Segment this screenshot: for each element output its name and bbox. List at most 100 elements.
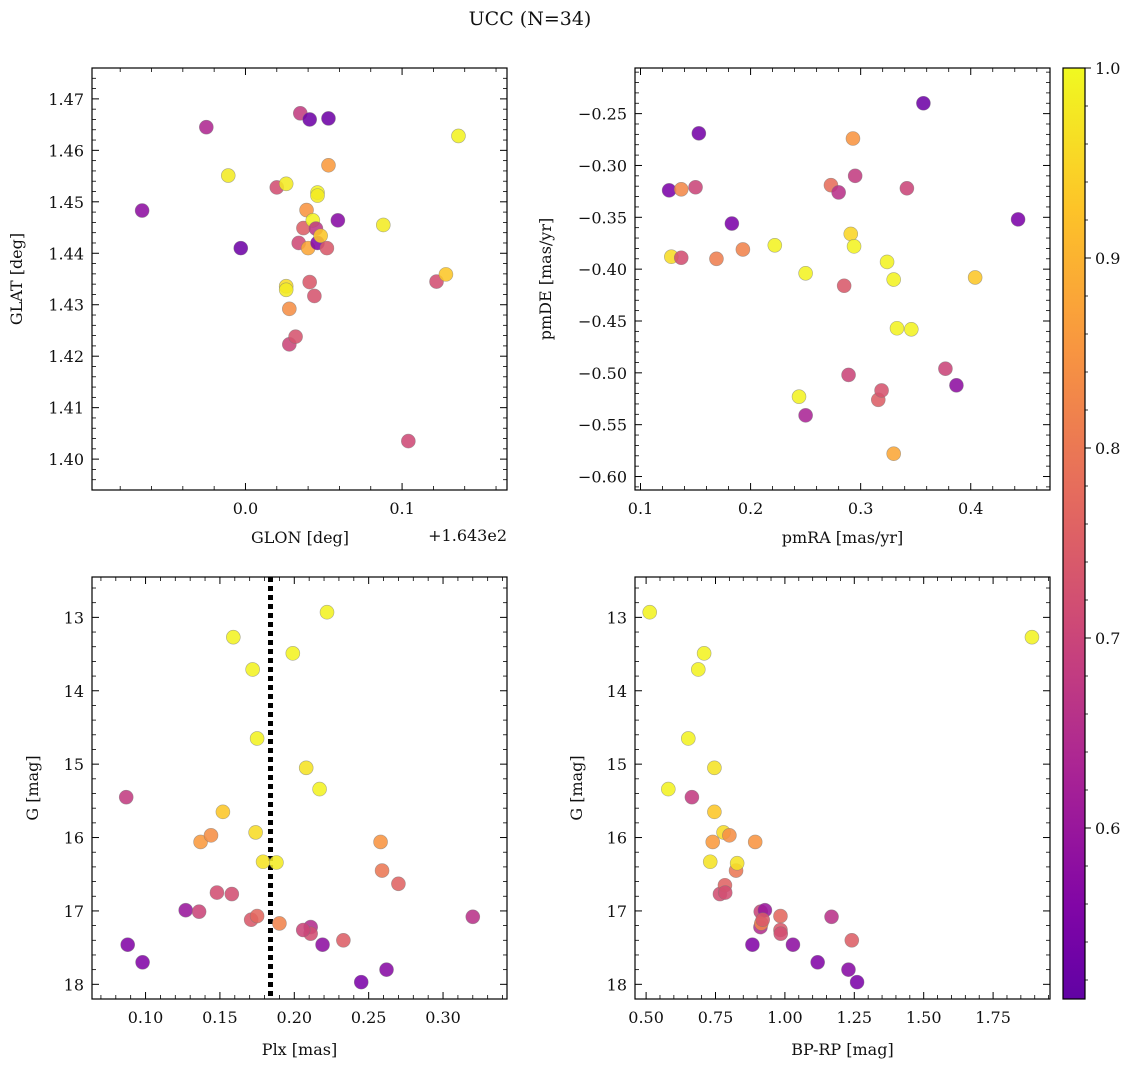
y-axis-label: pmDE [mas/yr] bbox=[536, 218, 555, 341]
data-point bbox=[288, 329, 303, 344]
scatter-panel-plx-g: 0.10 0.15 0.20 0.25 0.30 13 14 15 16 17 18 Plx [mas… bbox=[23, 576, 508, 1059]
data-point bbox=[178, 902, 194, 918]
x-tick-label: 0.15 bbox=[202, 1008, 238, 1027]
data-point bbox=[298, 760, 314, 776]
data-point bbox=[373, 834, 388, 850]
x-tick-label: 0.1 bbox=[389, 499, 414, 518]
data-point bbox=[722, 828, 737, 843]
data-point bbox=[680, 731, 696, 746]
scatter-panel-pmra-pmde: 0.1 0.2 0.3 0.4 −0.60 −0.55 −0.50 −0.45 −0.40 −0.… bbox=[536, 67, 1051, 547]
data-point bbox=[336, 932, 351, 948]
data-point bbox=[245, 662, 260, 677]
colorbar-tick-label: 0.7 bbox=[1095, 629, 1120, 648]
data-point bbox=[874, 383, 889, 398]
data-point bbox=[903, 321, 919, 337]
data-point bbox=[841, 962, 856, 977]
data-point bbox=[278, 282, 294, 298]
data-point bbox=[255, 854, 271, 870]
y-tick-label: −0.40 bbox=[578, 260, 627, 279]
data-point bbox=[191, 904, 207, 919]
y-tick-label: 1.40 bbox=[48, 450, 84, 469]
axes-frame bbox=[91, 576, 508, 1000]
colorbar-tick-label: 0.8 bbox=[1095, 439, 1120, 458]
data-point bbox=[767, 238, 783, 253]
data-point bbox=[118, 789, 134, 805]
x-tick-label: 1.25 bbox=[836, 1008, 872, 1027]
data-point bbox=[1024, 629, 1040, 645]
data-point bbox=[375, 217, 391, 233]
data-point bbox=[120, 937, 135, 952]
data-point bbox=[707, 760, 722, 776]
data-point bbox=[879, 254, 895, 270]
colorbar-tick-label: 0.6 bbox=[1095, 819, 1120, 838]
data-point bbox=[321, 157, 336, 173]
colorbar-gradient bbox=[1062, 67, 1086, 1000]
y-tick-label: 1.47 bbox=[48, 90, 84, 109]
axes-frame bbox=[634, 67, 1051, 491]
y-tick-label: −0.50 bbox=[578, 364, 627, 383]
data-point bbox=[302, 112, 317, 127]
y-tick-label: −0.45 bbox=[578, 312, 627, 331]
x-axis-label: Plx [mas] bbox=[262, 1040, 337, 1059]
data-point bbox=[845, 131, 861, 146]
data-point bbox=[199, 119, 214, 135]
data-point bbox=[135, 955, 150, 970]
data-point bbox=[886, 272, 901, 287]
data-point bbox=[724, 216, 740, 231]
data-point bbox=[321, 111, 336, 126]
data-point bbox=[220, 168, 236, 183]
data-point bbox=[374, 863, 390, 878]
data-point bbox=[248, 825, 263, 840]
data-point bbox=[773, 908, 788, 924]
data-point bbox=[295, 922, 311, 938]
x-tick-label: 1.75 bbox=[975, 1008, 1011, 1027]
figure-title: UCC (N=34) bbox=[468, 8, 592, 30]
axes-frame bbox=[634, 576, 1051, 1000]
y-tick-label: 18 bbox=[64, 975, 84, 994]
x-axis-offset-label: +1.643e2 bbox=[428, 526, 507, 545]
y-tick-label: 15 bbox=[607, 755, 627, 774]
data-point bbox=[438, 267, 454, 282]
data-point bbox=[684, 789, 700, 805]
data-point bbox=[798, 265, 813, 281]
x-axis-label: pmRA [mas/yr] bbox=[782, 528, 904, 547]
scatter-panel-glon-glat: 0.0 0.1 1.40 1.41 1.42 1.43 1.44 1.45 1.46 1.47 GL… bbox=[7, 67, 508, 547]
data-point bbox=[824, 909, 839, 925]
x-tick-label: 0.4 bbox=[958, 499, 983, 518]
y-tick-label: 16 bbox=[607, 829, 627, 848]
data-point bbox=[307, 288, 322, 304]
colorbar-tick-label: 1.0 bbox=[1095, 59, 1120, 78]
data-point bbox=[844, 932, 860, 948]
y-tick-label: 17 bbox=[64, 902, 84, 921]
data-point bbox=[313, 228, 328, 244]
data-point bbox=[215, 804, 231, 820]
data-point bbox=[889, 320, 905, 336]
colorbar: 0.6 0.7 0.8 0.9 1.0 bbox=[1062, 59, 1120, 1000]
y-tick-label: 13 bbox=[607, 608, 627, 627]
points-layer bbox=[118, 577, 481, 999]
y-tick-label: −0.30 bbox=[578, 156, 627, 175]
scatter-panel-bprp-g: 0.50 0.75 1.00 1.25 1.50 1.75 13 14 15 16 17 18 BP-R… bbox=[567, 576, 1051, 1059]
data-point bbox=[134, 203, 150, 218]
data-point bbox=[791, 389, 807, 404]
y-axis-label: G [mag] bbox=[567, 755, 586, 820]
data-point bbox=[661, 781, 676, 797]
data-point bbox=[1010, 212, 1026, 227]
y-tick-label: −0.55 bbox=[578, 416, 627, 435]
data-point bbox=[310, 188, 325, 203]
data-point bbox=[272, 916, 287, 931]
data-point bbox=[690, 662, 706, 677]
data-point bbox=[841, 367, 856, 383]
data-point bbox=[729, 855, 745, 871]
data-point bbox=[269, 855, 284, 870]
points-layer bbox=[661, 95, 1026, 462]
data-point bbox=[673, 250, 689, 266]
points-layer bbox=[642, 604, 1040, 990]
x-tick-label: 0.0 bbox=[233, 499, 258, 518]
data-point bbox=[696, 646, 712, 661]
data-point bbox=[849, 974, 865, 990]
data-point bbox=[249, 908, 265, 924]
data-point bbox=[319, 604, 335, 620]
y-tick-label: 16 bbox=[64, 829, 84, 848]
